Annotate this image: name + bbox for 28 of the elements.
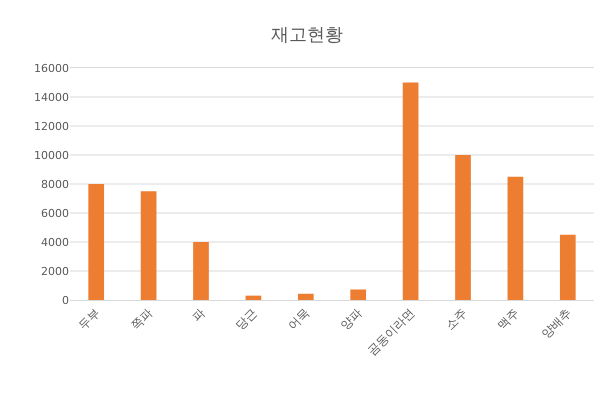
bar — [193, 242, 209, 300]
x-tick-label: 파 — [188, 306, 208, 324]
bar — [560, 234, 576, 300]
x-tick-label: 당근 — [232, 306, 260, 333]
x-tick-label: 쪽파 — [128, 306, 155, 333]
bar — [455, 155, 471, 300]
bar — [350, 290, 366, 300]
x-tick-label: 맥주 — [494, 306, 522, 333]
bar — [508, 176, 524, 300]
y-tick-label: 0 — [62, 294, 69, 307]
bar — [246, 296, 262, 300]
bar — [140, 191, 156, 300]
y-tick-label: 14000 — [34, 90, 69, 104]
x-tick-label: 두부 — [76, 306, 103, 333]
y-tick-label: 12000 — [34, 120, 69, 133]
x-tick-label: 소주 — [442, 306, 470, 333]
y-tick-label: 2000 — [41, 264, 69, 278]
y-tick-label: 4000 — [41, 236, 69, 249]
bar — [298, 294, 314, 300]
x-tick-label: 어묵 — [285, 306, 312, 333]
x-tick-label: 양파 — [338, 306, 365, 333]
bar — [88, 184, 104, 300]
y-tick-label: 6000 — [41, 206, 69, 220]
y-tick-label: 10000 — [34, 148, 69, 162]
y-tick-label: 16000 — [34, 62, 69, 75]
chart-title: 재고현황 — [271, 24, 343, 46]
y-tick-label: 8000 — [41, 178, 69, 191]
bar — [402, 82, 418, 300]
